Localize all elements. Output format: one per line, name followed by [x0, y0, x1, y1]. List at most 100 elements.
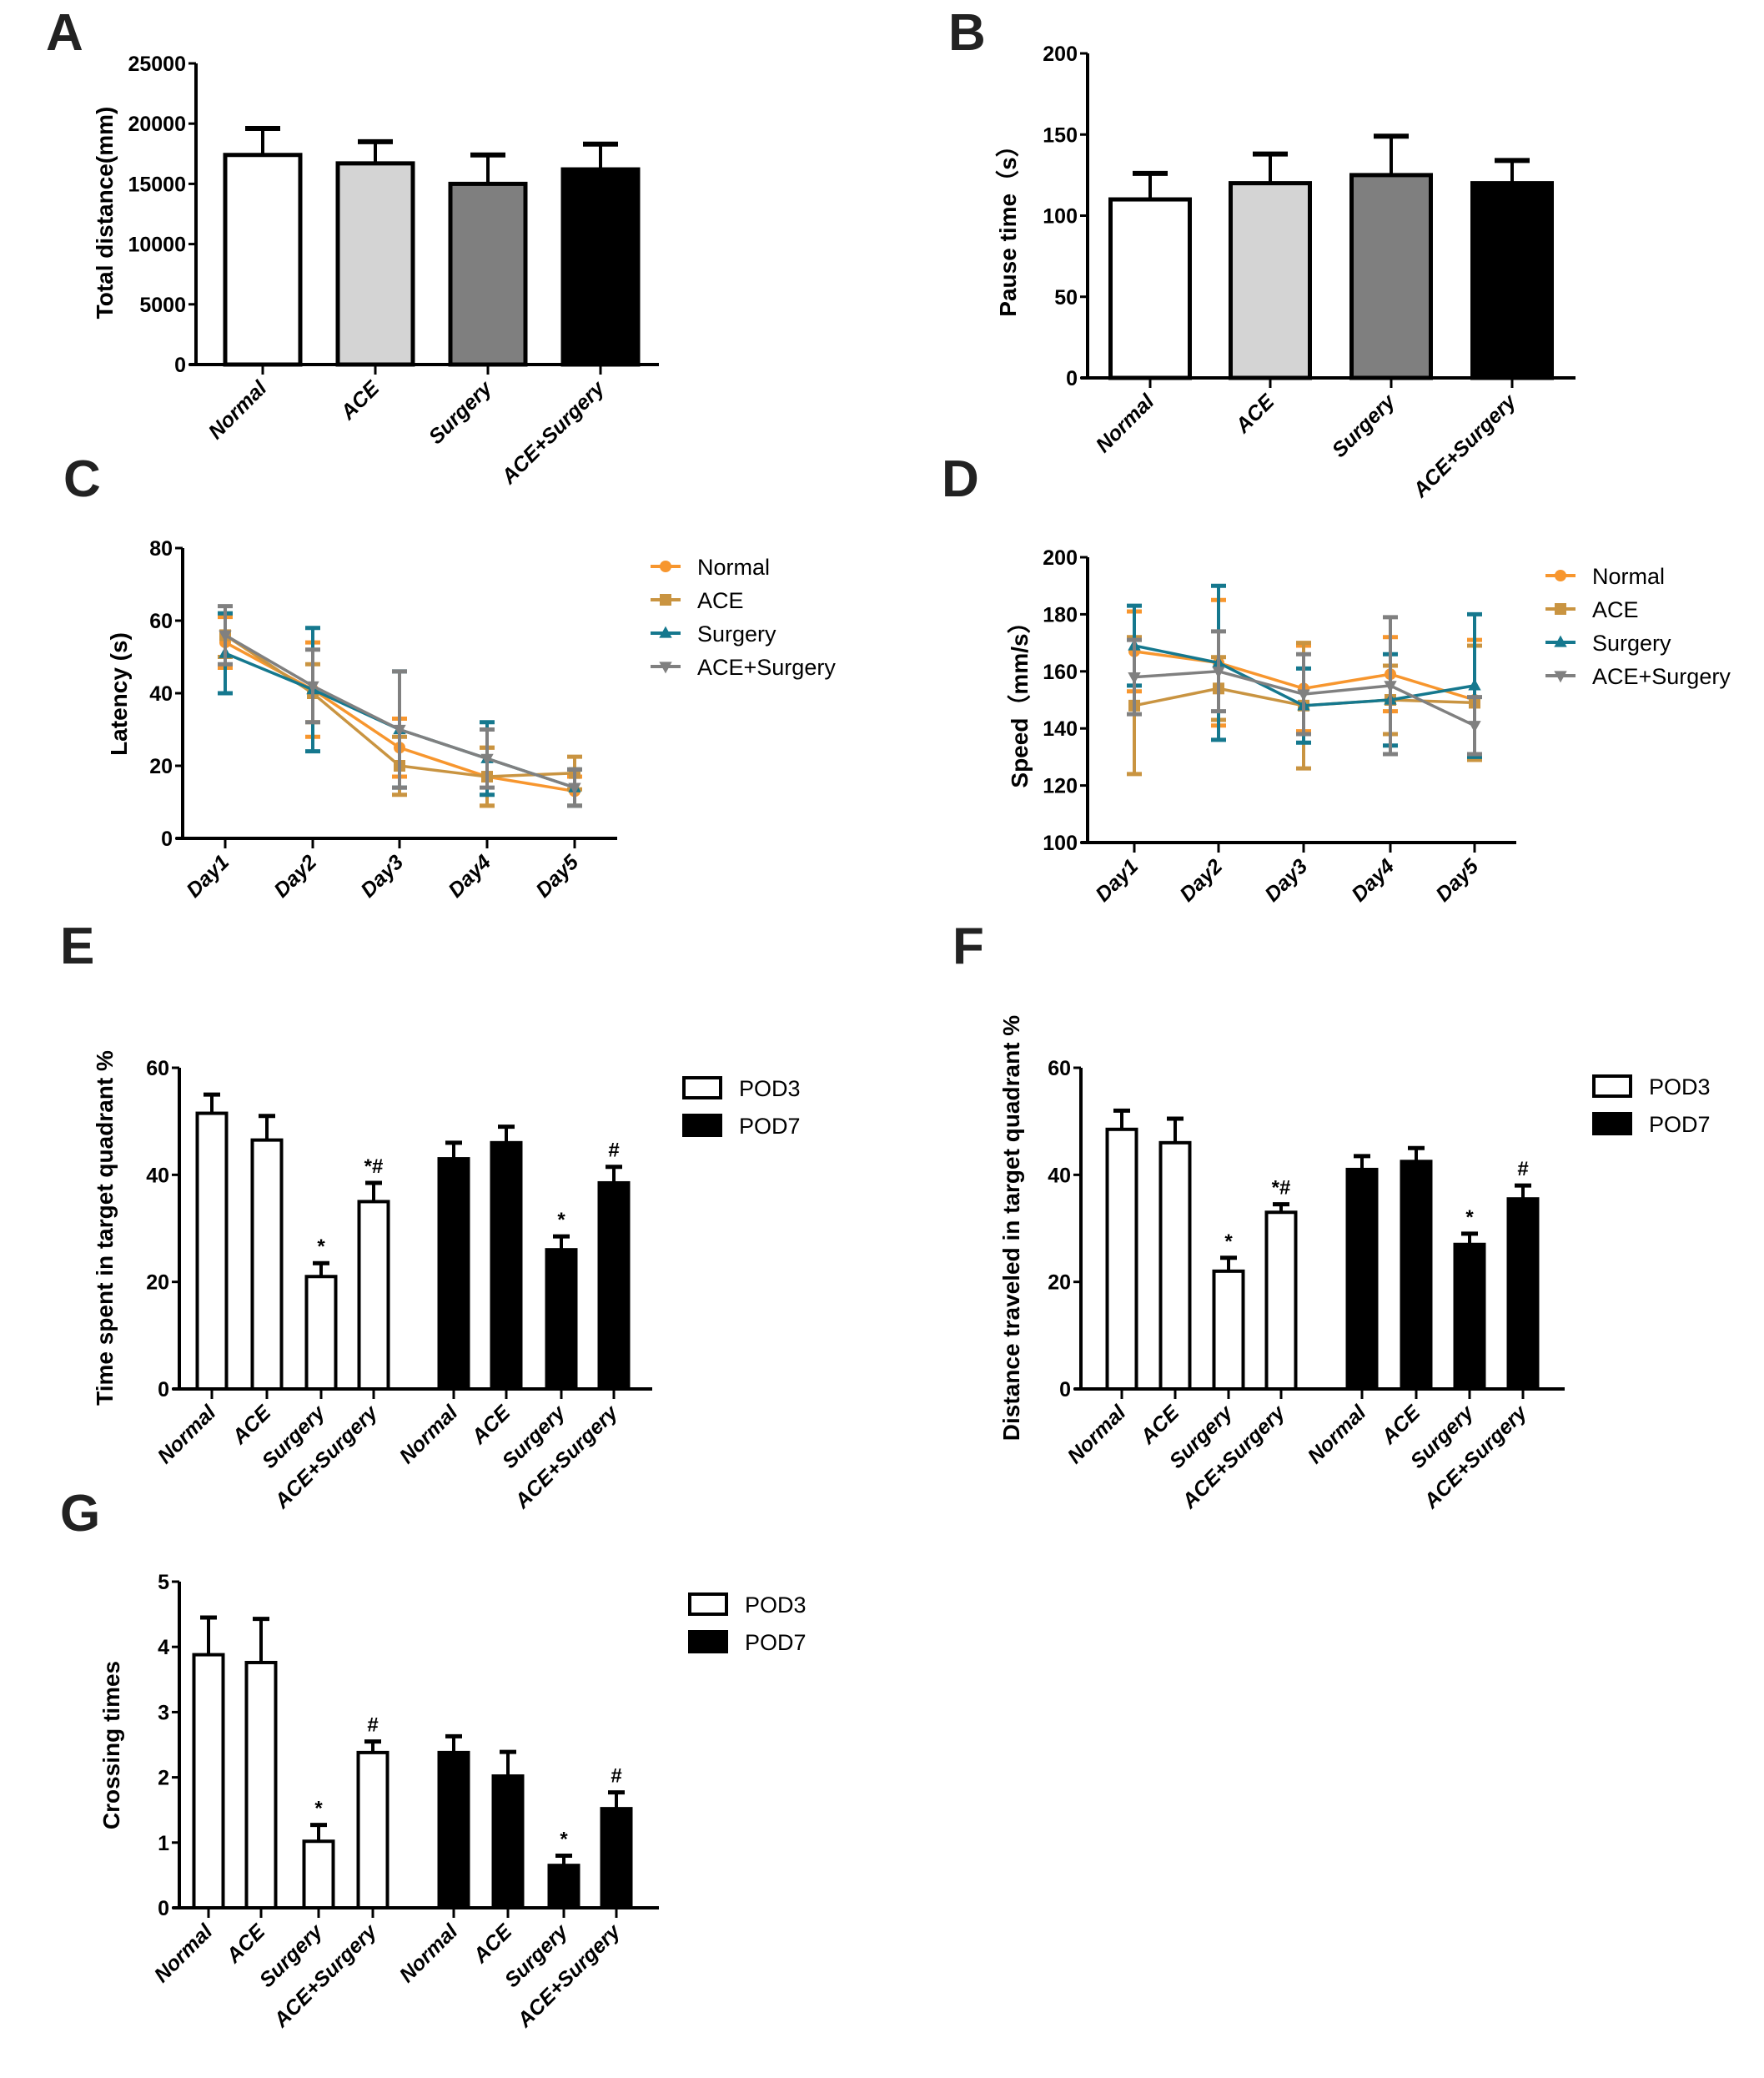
panel-a: A Total distance(mm) 0 5000 10000 15000 20000 2… — [46, 4, 659, 489]
y-tick-label: 40 — [1048, 1164, 1071, 1187]
legend-label: ACE — [1592, 597, 1639, 622]
significance-annotation: # — [367, 1714, 378, 1737]
y-tick-label: 0 — [158, 1378, 169, 1401]
legend-label: ACE — [697, 588, 744, 613]
y-tick-label: 20 — [149, 755, 173, 778]
bar-pod7 — [491, 1774, 525, 1909]
y-tick-label: 2 — [158, 1767, 169, 1790]
bar-surgery — [448, 181, 528, 367]
bar-pod7 — [437, 1750, 470, 1910]
legend-marker — [1555, 570, 1566, 581]
y-tick-label: 20000 — [128, 113, 186, 136]
panel-label: E — [60, 918, 94, 975]
x-tick-label: ACE — [466, 1401, 515, 1450]
significance-annotation: *# — [1272, 1177, 1291, 1200]
y-tick-label: 100 — [1043, 205, 1078, 229]
legend-marker — [1555, 603, 1566, 615]
legend-label: POD3 — [739, 1076, 801, 1101]
x-tick-label: Normal — [1304, 1401, 1371, 1468]
significance-annotation: * — [1465, 1206, 1474, 1229]
y-tick-label: 0 — [1066, 367, 1078, 390]
bar-pod3 — [1264, 1210, 1298, 1391]
x-tick-label: Normal — [395, 1401, 463, 1468]
x-tick-label: Day5 — [1431, 854, 1484, 907]
data-point — [219, 630, 232, 642]
bar-pod3 — [356, 1750, 389, 1910]
panel-label: D — [942, 450, 979, 508]
bar-surgery — [1349, 173, 1433, 380]
bar-pod3 — [304, 1275, 338, 1391]
legend-swatch — [1592, 1074, 1632, 1098]
bar-pod7 — [1453, 1242, 1486, 1391]
x-tick-label: ACE — [468, 1920, 517, 1969]
bar-pod7 — [1506, 1197, 1540, 1391]
y-tick-label: 3 — [158, 1701, 169, 1724]
x-tick-label: Normal — [150, 1920, 218, 1987]
legend-label: Surgery — [1592, 631, 1671, 656]
x-tick-label: Normal — [153, 1401, 221, 1468]
y-tick-label: 1 — [158, 1832, 169, 1855]
panel-e: E Time spent in target quadrant % 0 20 40 60 N… — [60, 918, 801, 1513]
y-tick-label: 100 — [1043, 832, 1078, 855]
bar-pod7 — [490, 1140, 523, 1391]
significance-annotation: * — [560, 1828, 568, 1850]
panel-label: F — [952, 918, 984, 975]
legend-label: Normal — [697, 555, 770, 580]
x-tick-label: Day3 — [356, 850, 408, 902]
bar-normal — [1108, 197, 1192, 380]
bar-ace — [1229, 181, 1312, 380]
data-point — [1384, 681, 1397, 693]
y-axis-label: Total distance(mm) — [92, 107, 118, 319]
panel-label: B — [948, 4, 986, 62]
data-point — [393, 724, 406, 737]
panel-label: C — [63, 450, 101, 508]
legend-marker — [659, 626, 672, 638]
x-tick-label: ACE+Surgery — [1408, 390, 1521, 503]
x-tick-label: ACE+Surgery — [496, 376, 610, 490]
significance-annotation: # — [608, 1140, 619, 1162]
legend-marker — [1554, 671, 1567, 683]
legend-marker — [660, 594, 671, 606]
legend-marker — [660, 561, 671, 572]
legend-label: ACE+Surgery — [1592, 664, 1731, 689]
x-tick-label: Day4 — [444, 850, 495, 902]
x-tick-label: Day1 — [1091, 854, 1143, 906]
y-tick-label: 15000 — [128, 173, 186, 196]
y-tick-label: 180 — [1043, 603, 1078, 626]
legend-swatch — [1592, 1112, 1632, 1135]
y-tick-label: 80 — [149, 537, 173, 561]
bar-pod3 — [195, 1111, 229, 1391]
bar-pod3 — [244, 1660, 278, 1910]
significance-annotation: * — [317, 1235, 325, 1258]
significance-annotation: * — [557, 1209, 565, 1231]
y-tick-label: 0 — [158, 1897, 169, 1920]
x-tick-label: Day2 — [269, 850, 321, 902]
legend-label: ACE+Surgery — [697, 655, 836, 680]
y-tick-label: 0 — [174, 354, 186, 377]
y-tick-label: 60 — [146, 1057, 169, 1080]
y-tick-label: 40 — [149, 682, 173, 706]
bar-pod7 — [545, 1248, 578, 1391]
series-ace-surgery — [1127, 615, 1482, 757]
bar-pod3 — [357, 1200, 390, 1391]
bar-pod3 — [302, 1839, 335, 1910]
data-point — [568, 782, 581, 795]
x-tick-label: Normal — [1063, 1401, 1131, 1468]
y-tick-label: 20 — [146, 1271, 169, 1295]
data-point — [1468, 721, 1481, 733]
y-tick-label: 20 — [1048, 1271, 1071, 1295]
y-tick-label: 50 — [1054, 286, 1078, 309]
significance-annotation: *# — [364, 1155, 384, 1178]
y-tick-label: 0 — [161, 828, 173, 851]
bar-pod3 — [1212, 1269, 1245, 1391]
legend-label: POD3 — [1649, 1074, 1711, 1099]
bar-pod7 — [547, 1864, 580, 1909]
bar-ace — [335, 161, 415, 367]
y-axis-label: Distance traveled in target quadrant % — [998, 1015, 1024, 1441]
legend-label: POD3 — [745, 1592, 807, 1618]
x-tick-label: ACE — [1135, 1401, 1184, 1450]
panel-b: B Pause time（s） 0 50 100 150 200 Normal ACE Surge… — [948, 4, 1576, 502]
bar-pod7 — [437, 1157, 470, 1391]
y-tick-label: 200 — [1043, 546, 1078, 570]
y-tick-label: 150 — [1043, 123, 1078, 147]
